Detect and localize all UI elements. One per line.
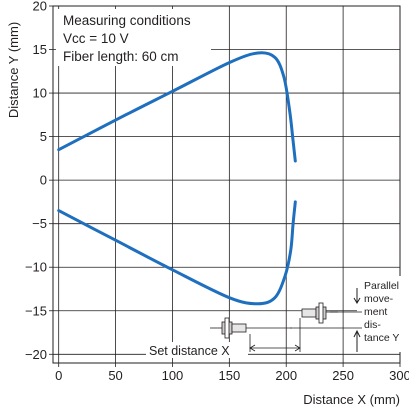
x-tick-labels: 0 50 100 150 200 250 300 bbox=[55, 363, 409, 383]
conditions-line-1: Measuring conditions bbox=[63, 13, 191, 28]
set-distance-arrow bbox=[249, 344, 301, 352]
fiber-head-receiver bbox=[301, 302, 338, 324]
parallel-note: Parallel move- ment dis- tance Y bbox=[290, 276, 407, 352]
y-tick-label: 20 bbox=[33, 0, 47, 14]
y-axis-label: Distance Y (mm) bbox=[6, 22, 21, 118]
series-line-upper bbox=[57, 51, 297, 163]
parallel-note-line-2: move- bbox=[364, 293, 394, 305]
x-tick-label: 100 bbox=[162, 368, 184, 383]
y-tick-label: −10 bbox=[25, 260, 47, 275]
y-tick-label: −5 bbox=[32, 216, 47, 231]
y-tick-label: −20 bbox=[25, 347, 47, 362]
conditions-line-2: Vcc = 10 V bbox=[63, 31, 129, 46]
x-tick-label: 300 bbox=[389, 368, 409, 383]
x-tick-label: 250 bbox=[332, 368, 354, 383]
parallel-note-background bbox=[357, 276, 407, 352]
set-distance-label: Set distance X bbox=[149, 344, 230, 358]
x-tick-label: 0 bbox=[55, 368, 62, 383]
parallel-note-line-1: Parallel bbox=[364, 280, 399, 292]
x-tick-label: 200 bbox=[275, 368, 297, 383]
conditions-background bbox=[56, 9, 211, 66]
set-distance-label-bg bbox=[146, 342, 248, 358]
series-line-lower bbox=[57, 200, 297, 306]
parallel-arrow-up bbox=[353, 288, 361, 304]
y-tick-label: 10 bbox=[33, 86, 47, 101]
set-distance-dimension: Set distance X bbox=[146, 318, 301, 358]
plot-frame bbox=[52, 5, 401, 364]
parallel-note-line-4: dis- bbox=[364, 319, 381, 331]
fiber-head-emitter bbox=[210, 317, 292, 339]
x-tick-label: 150 bbox=[218, 368, 240, 383]
y-tick-label: −15 bbox=[25, 303, 47, 318]
y-tick-label: 15 bbox=[33, 42, 47, 57]
conditions-line-3: Fiber length: 60 cm bbox=[63, 49, 179, 64]
x-axis-label: Distance X (mm) bbox=[303, 392, 400, 407]
y-tick-labels: 20 15 10 5 0 −5 −10 −15 −20 bbox=[25, 0, 53, 362]
y-tick-label: 5 bbox=[40, 129, 47, 144]
parallel-arrow-down bbox=[353, 329, 361, 352]
x-tick-label: 50 bbox=[108, 368, 122, 383]
y-tick-label: 0 bbox=[40, 173, 47, 188]
parallel-note-line-5: tance Y bbox=[364, 332, 399, 344]
conditions-box: Measuring conditions Vcc = 10 V Fiber le… bbox=[56, 9, 211, 66]
series-group bbox=[57, 51, 297, 306]
parallel-note-line-3: ment bbox=[364, 306, 387, 318]
